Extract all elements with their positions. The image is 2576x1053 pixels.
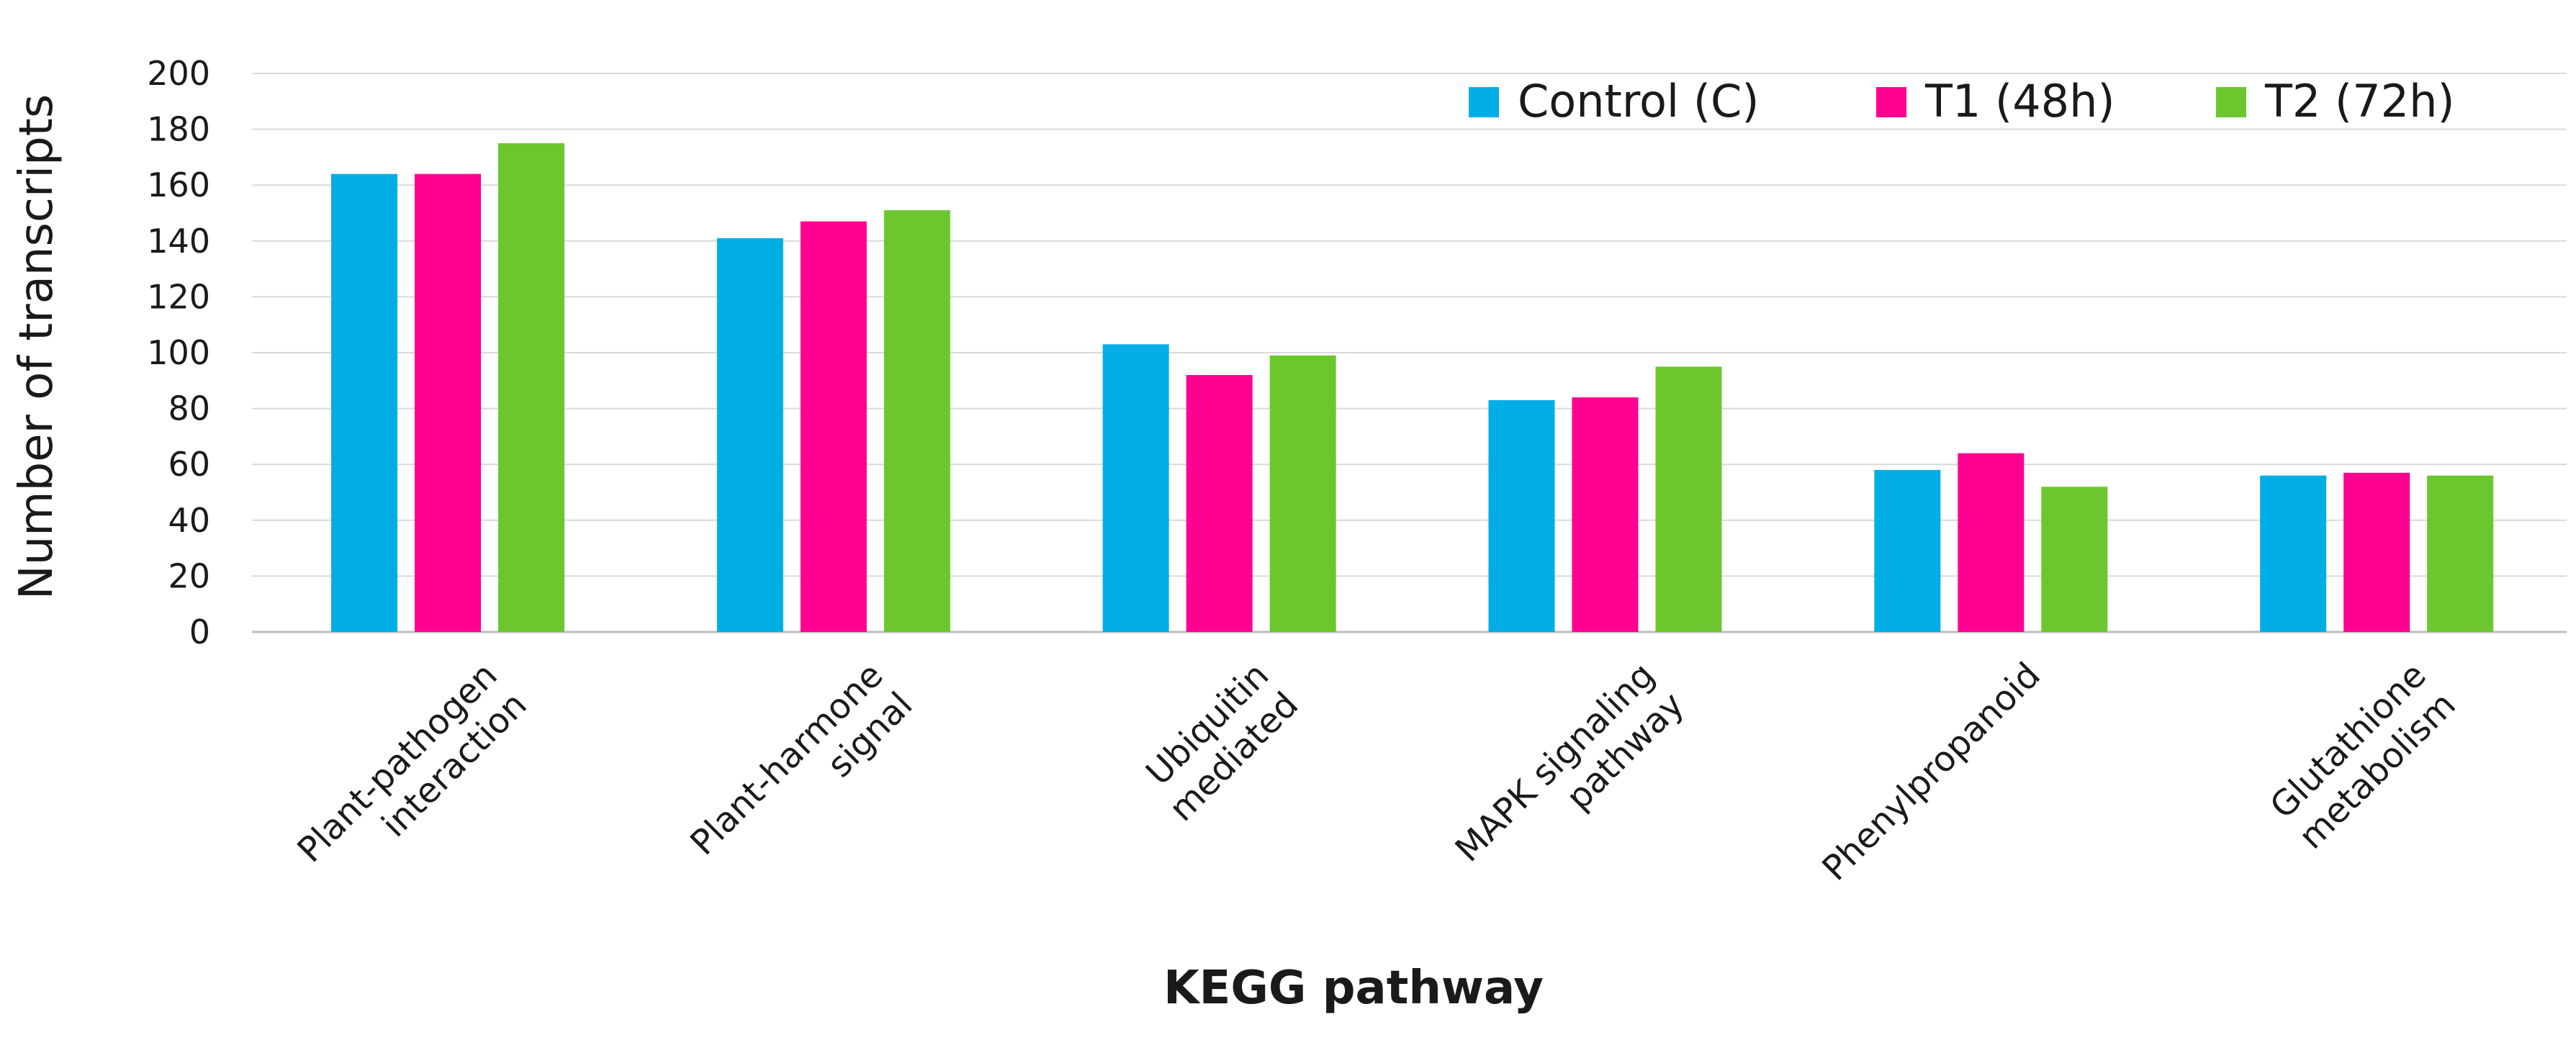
bar	[716, 238, 783, 632]
bar	[1655, 366, 1722, 632]
x-category-labels: Plant-pathogeninteraction Plant-harmonesi…	[289, 655, 2464, 900]
x-category-label: Plant-harmonesignal	[683, 655, 920, 892]
y-tick-label: 0	[189, 613, 210, 651]
bar	[1874, 469, 1941, 632]
legend-label: T1 (48h)	[1924, 75, 2115, 127]
bar	[1958, 453, 2025, 632]
x-category-label: MAPK signalingpathway	[1448, 655, 1693, 900]
bar	[331, 173, 397, 632]
legend-swatch	[2216, 87, 2246, 117]
bar	[2427, 475, 2494, 632]
x-category-label: Phenylpropanoid	[1814, 655, 2048, 889]
legend-item: T2 (72h)	[2216, 75, 2455, 127]
y-tick-label: 180	[147, 110, 210, 149]
bar	[2041, 487, 2108, 632]
legend-swatch	[1469, 87, 1499, 117]
x-category-label: Ubiquitinmediated	[1132, 655, 1306, 829]
y-tick-label: 40	[168, 501, 210, 540]
y-tick-label: 140	[147, 222, 210, 261]
bar	[800, 221, 867, 632]
y-tick-label: 80	[168, 389, 210, 428]
legend-label: Control (C)	[1518, 75, 1760, 127]
y-tick-label: 160	[147, 166, 210, 204]
y-axis-title: Number of transcripts	[10, 94, 63, 600]
y-tick-label: 200	[147, 54, 210, 93]
bar	[498, 143, 564, 632]
gridlines	[252, 73, 2567, 633]
legend-label: T2 (72h)	[2264, 75, 2455, 127]
legend-swatch	[1876, 87, 1906, 117]
bar	[2343, 472, 2410, 632]
bar	[1269, 355, 1336, 632]
bar	[1102, 344, 1169, 632]
bar	[1488, 399, 1555, 632]
x-category-label-line: Phenylpropanoid	[1814, 655, 2048, 889]
x-category-label: Plant-pathogeninteraction	[289, 655, 534, 900]
legend-item: Control (C)	[1469, 75, 1760, 127]
bars	[331, 143, 2494, 632]
bar	[1186, 375, 1253, 632]
x-axis-title: KEGG pathway	[1163, 962, 1544, 1015]
y-tick-label: 60	[168, 445, 210, 484]
legend-item: T1 (48h)	[1876, 75, 2115, 127]
bar	[2260, 475, 2327, 632]
x-category-label: Glutathionemetabolism	[2261, 655, 2464, 857]
bar	[415, 173, 481, 632]
y-tick-label: 20	[168, 556, 210, 595]
y-tick-labels: 0 20 40 60 80 100 120 140 160 180 200	[147, 54, 210, 651]
bar	[1572, 397, 1639, 632]
bar	[883, 210, 950, 632]
y-tick-label: 120	[147, 277, 210, 316]
legend: Control (C) T1 (48h) T2 (72h)	[1469, 75, 2455, 127]
y-tick-label: 100	[147, 333, 210, 372]
